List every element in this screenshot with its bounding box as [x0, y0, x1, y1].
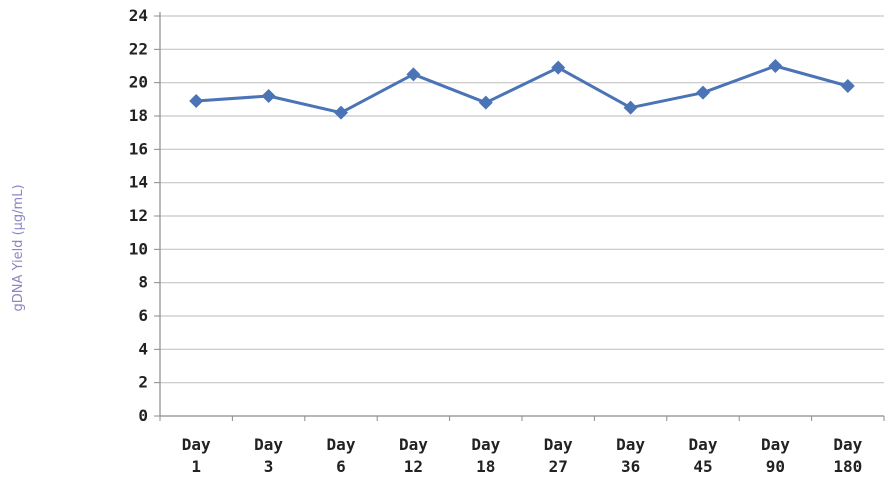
y-tick-label: 16 — [129, 139, 148, 158]
y-tick-label: 8 — [138, 273, 148, 292]
x-tick-label: Day — [761, 435, 790, 454]
x-tick-label: Day — [254, 435, 283, 454]
data-point — [406, 67, 421, 82]
x-tick-label: Day — [327, 435, 356, 454]
x-tick-label: 90 — [766, 457, 785, 476]
x-tick-label: Day — [833, 435, 862, 454]
x-tick-label: 12 — [404, 457, 423, 476]
y-tick-label: 6 — [138, 306, 148, 325]
series-layer — [189, 59, 855, 120]
x-tick-label: Day — [616, 435, 645, 454]
x-tick-label: Day — [689, 435, 718, 454]
x-tick-labels: Day 1 Day 3 Day 6 Day 12 Day 18 Day 27 Day 36 Day 45 Day… — [182, 435, 863, 476]
y-tick-label: 10 — [129, 239, 148, 258]
x-tick-label: 1 — [191, 457, 201, 476]
y-tick-label: 14 — [129, 173, 148, 192]
gridlines — [160, 15, 884, 384]
x-tick-label: 3 — [264, 457, 274, 476]
data-point — [768, 59, 783, 73]
y-tick-label: 24 — [129, 6, 148, 25]
x-tick-label: 36 — [621, 457, 640, 476]
y-tick-label: 18 — [129, 106, 148, 125]
y-tick-label: 22 — [129, 39, 148, 58]
x-tick-label: Day — [399, 435, 428, 454]
y-tick-label: 0 — [138, 406, 148, 425]
y-tick-label: 20 — [129, 73, 148, 92]
x-tick-label: Day — [471, 435, 500, 454]
data-point — [334, 105, 348, 120]
x-tick-label: 18 — [476, 457, 495, 476]
data-point — [623, 100, 638, 115]
axes — [154, 12, 885, 421]
x-tick-label: 27 — [549, 457, 568, 476]
y-tick-label: 2 — [138, 373, 148, 392]
data-point — [840, 79, 855, 93]
data-point — [696, 85, 710, 100]
data-point — [551, 60, 566, 75]
data-point — [478, 95, 493, 110]
x-tick-label: 45 — [693, 457, 712, 476]
x-tick-label: 6 — [336, 457, 346, 476]
x-tick-label: Day — [182, 435, 211, 454]
y-tick-label: 4 — [138, 339, 148, 358]
data-point — [189, 94, 204, 108]
y-axis-label: gDNA Yield (µg/mL) — [11, 184, 26, 311]
y-tick-label: 12 — [129, 206, 148, 225]
series-line — [196, 64, 849, 115]
data-point — [261, 89, 276, 103]
x-tick-label: Day — [544, 435, 573, 454]
x-tick-label: 180 — [833, 457, 862, 476]
